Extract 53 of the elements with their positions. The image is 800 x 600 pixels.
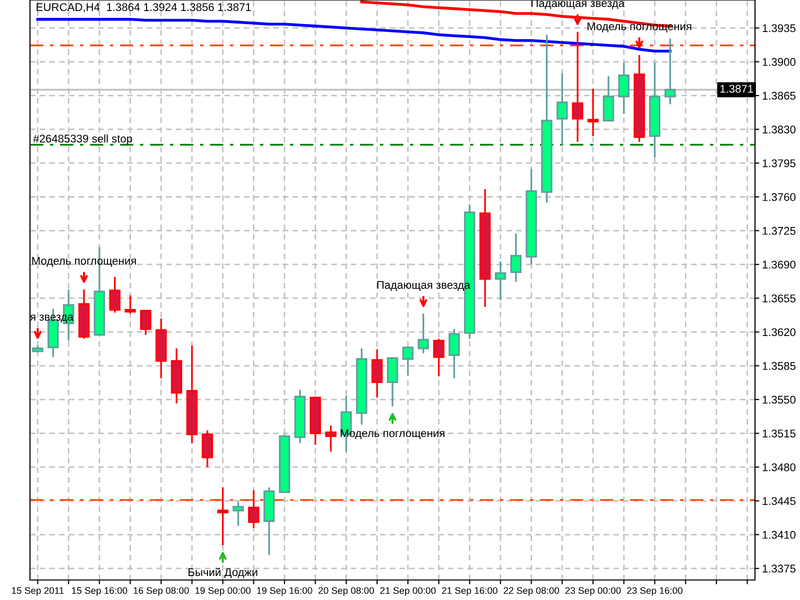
x-tick-label: 21 Sep 00:00 [380, 587, 436, 596]
candlestick [587, 88, 599, 137]
candlestick [664, 38, 676, 106]
candlestick [510, 232, 522, 283]
candlestick [217, 486, 228, 546]
candlestick [402, 346, 414, 376]
x-tick-label: 19 Sep 00:00 [195, 587, 251, 596]
y-tick-label: 1.3690 [762, 260, 796, 269]
candlestick [248, 489, 260, 529]
y-tick-label: 1.3725 [762, 226, 796, 235]
candlestick [448, 328, 460, 380]
y-tick-label: 1.3585 [762, 362, 796, 370]
ref-line-label: #26485339 sell stop [33, 134, 132, 145]
candlestick [618, 62, 630, 115]
y-tick-label: 1.3445 [762, 497, 796, 505]
ref-line-label: 1.3871 [720, 84, 754, 93]
candlestick [140, 310, 152, 336]
candlestick [556, 72, 568, 147]
candlestick [232, 500, 244, 527]
y-tick-label: 1.3480 [762, 463, 796, 472]
candlestick [124, 294, 136, 314]
x-tick-label: 23 Sep 16:00 [627, 587, 682, 596]
candlestick [371, 348, 383, 398]
candlestick [325, 424, 336, 452]
y-tick-label: 1.3760 [762, 193, 796, 202]
y-tick-label: 1.3515 [762, 430, 796, 438]
annotation: Бычий Доджи [188, 568, 258, 578]
x-tick-label: 15 Sep 16:00 [72, 587, 128, 596]
y-tick-label: 1.3550 [762, 396, 796, 404]
y-tick-label: 1.3830 [762, 126, 796, 134]
x-tick-label: 21 Sep 16:00 [442, 587, 498, 596]
y-tick-label: 1.3655 [762, 294, 796, 302]
chart-title: EURCAD,H4 1.3864 1.3924 1.3856 1.3871 [36, 3, 251, 12]
y-tick-label: 1.3865 [762, 92, 796, 100]
y-tick-label: 1.3900 [762, 58, 796, 66]
x-tick-label: 22 Sep 08:00 [504, 587, 560, 596]
y-tick-label: 1.3620 [762, 328, 796, 336]
candlestick [109, 276, 120, 314]
y-tick-label: 1.3375 [762, 564, 796, 573]
x-tick-label: 19 Sep 16:00 [257, 587, 312, 596]
x-tick-label: 20 Sep 08:00 [318, 587, 374, 596]
y-tick-label: 1.3410 [762, 530, 796, 539]
y-tick-label: 1.3795 [762, 159, 796, 168]
candlestick [494, 260, 506, 301]
x-tick-label: 15 Sep 2011 [12, 587, 64, 596]
annotation: Модель поглощения [588, 22, 692, 32]
candlestick [202, 430, 214, 468]
x-tick-label: 23 Sep 00:00 [565, 587, 621, 596]
candlestick [418, 312, 429, 354]
y-tick-label: 1.3935 [762, 24, 796, 32]
candlestick [572, 31, 584, 143]
candlestick [433, 338, 444, 378]
x-tick-label: 16 Sep 08:00 [134, 587, 189, 596]
